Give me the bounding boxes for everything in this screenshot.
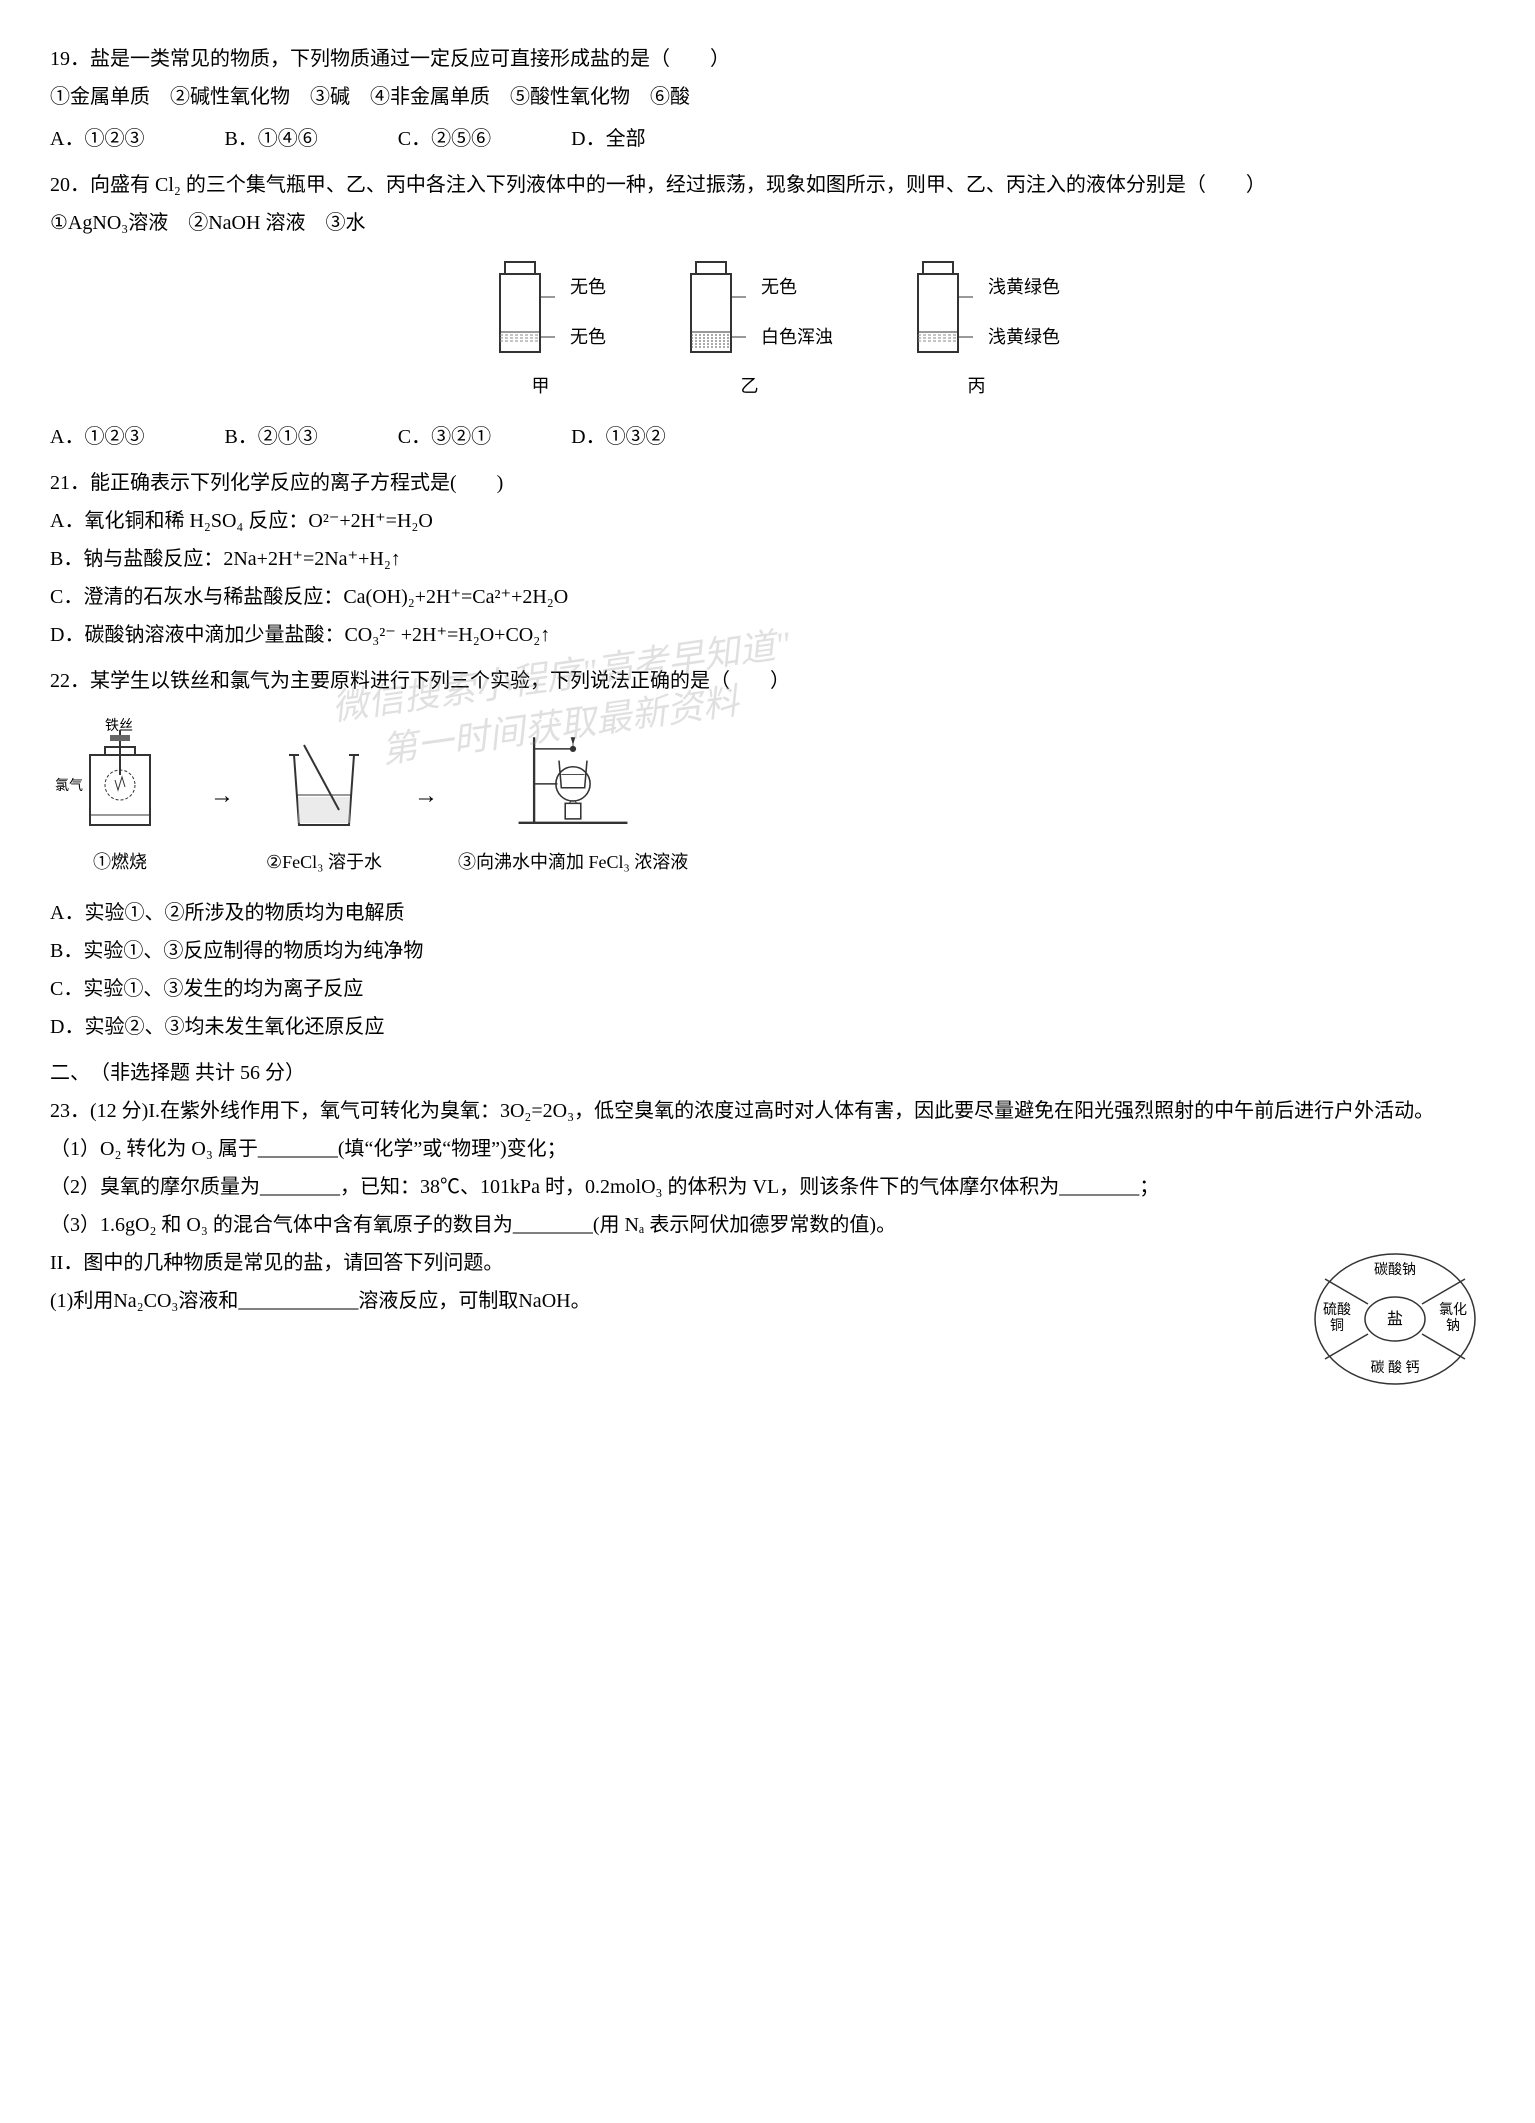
q22-optC: C．实验①、③发生的均为离子反应 bbox=[50, 970, 1485, 1008]
exp1-icon: 铁丝 氯气 bbox=[50, 715, 190, 845]
salt-top: 碳酸钠 bbox=[1374, 1262, 1416, 1278]
bottle-yi-name: 乙 bbox=[741, 369, 759, 403]
svg-text:钠: 钠 bbox=[1446, 1318, 1460, 1334]
q22-optD: D．实验②、③均未发生氧化还原反应 bbox=[50, 1008, 1485, 1046]
bottle-yi-top: 无色 bbox=[761, 270, 833, 304]
q20-items: ①AgNO₃溶液 ②NaOH 溶液 ③水 bbox=[50, 204, 1485, 242]
bottle-yi-bottom: 白色浑浊 bbox=[761, 320, 833, 354]
bottle-bing-top: 浅黄绿色 bbox=[988, 270, 1060, 304]
question-20: 20．向盛有 Cl₂ 的三个集气瓶甲、乙、丙中各注入下列液体中的一种，经过振荡，… bbox=[50, 166, 1485, 456]
section-2-header: 二、 （非选择题 共计 56 分） bbox=[50, 1054, 1485, 1092]
bottle-yi-icon bbox=[666, 257, 756, 367]
bottle-yi: 无色 白色浑浊 乙 bbox=[666, 257, 833, 403]
question-21: 21．能正确表示下列化学反应的离子方程式是( ) A．氧化铜和稀 H₂SO₄ 反… bbox=[50, 464, 1485, 654]
q19-options: A．①②③ B．①④⑥ C．②⑤⑥ D．全部 bbox=[50, 120, 1485, 158]
q19-optD: D．全部 bbox=[571, 120, 645, 158]
exp-3: ③向沸水中滴加 FeCl₃ 浓溶液 bbox=[458, 715, 688, 879]
bottles-diagram: 无色 无色 甲 无色 白色浑浊 bbox=[50, 257, 1485, 403]
salt-right: 氯化 bbox=[1439, 1302, 1467, 1318]
q19-optC: C．②⑤⑥ bbox=[398, 120, 491, 158]
q23-part2-q1: (1)利用Na₂CO₃溶液和____________溶液反应，可制取NaOH。 bbox=[50, 1282, 1485, 1320]
experiment-diagram: 铁丝 氯气 ①燃烧 → ②FeCl₃ 溶于水 bbox=[50, 715, 1485, 879]
q20-optD: D．①③② bbox=[571, 418, 665, 456]
bottle-bing-name: 丙 bbox=[968, 369, 986, 403]
bottle-jia-bottom: 无色 bbox=[570, 320, 606, 354]
q23-part1: （1）O₂ 转化为 O₃ 属于________(填“化学”或“物理”)变化； bbox=[50, 1130, 1485, 1168]
q21-optD: D．碳酸钠溶液中滴加少量盐酸：CO₃²⁻ +2H⁺=H₂O+CO₂↑ bbox=[50, 616, 1485, 654]
q19-optB: B．①④⑥ bbox=[224, 120, 317, 158]
exp2-icon bbox=[254, 715, 394, 845]
question-19: 19．盐是一类常见的物质，下列物质通过一定反应可直接形成盐的是（ ） ①金属单质… bbox=[50, 40, 1485, 158]
q21-optA: A．氧化铜和稀 H₂SO₄ 反应：O²⁻+2H⁺=H₂O bbox=[50, 502, 1485, 540]
exp2-caption: ②FeCl₃ 溶于水 bbox=[266, 845, 382, 879]
chlorine-label: 氯气 bbox=[55, 778, 83, 794]
exp-1: 铁丝 氯气 ①燃烧 bbox=[50, 715, 190, 879]
q20-optC: C．③②① bbox=[398, 418, 491, 456]
arrow-1: → bbox=[210, 774, 234, 820]
question-23: 23．(12 分)I.在紫外线作用下，氧气可转化为臭氧：3O₂=2O₃，低空臭氧… bbox=[50, 1092, 1485, 1394]
bottle-jia: 无色 无色 甲 bbox=[475, 257, 606, 403]
q19-items: ①金属单质 ②碱性氧化物 ③碱 ④非金属单质 ⑤酸性氧化物 ⑥酸 bbox=[50, 78, 1485, 116]
bottle-jia-name: 甲 bbox=[532, 369, 550, 403]
q19-optA: A．①②③ bbox=[50, 120, 144, 158]
bottle-bing: 浅黄绿色 浅黄绿色 丙 bbox=[893, 257, 1060, 403]
exp3-icon bbox=[503, 715, 643, 845]
exp3-caption: ③向沸水中滴加 FeCl₃ 浓溶液 bbox=[458, 845, 688, 879]
q22-optB: B．实验①、③反应制得的物质均为纯净物 bbox=[50, 932, 1485, 970]
q20-optB: B．②①③ bbox=[224, 418, 317, 456]
arrow-2: → bbox=[414, 774, 438, 820]
q23-part3: （3）1.6gO₂ 和 O₃ 的混合气体中含有氧原子的数目为________(用… bbox=[50, 1206, 1485, 1244]
exp-2: ②FeCl₃ 溶于水 bbox=[254, 715, 394, 879]
q23-part2: （2）臭氧的摩尔质量为________，已知：38℃、101kPa 时，0.2m… bbox=[50, 1168, 1485, 1206]
exp1-caption: ①燃烧 bbox=[93, 845, 147, 879]
svg-text:铜: 铜 bbox=[1330, 1318, 1344, 1334]
salt-left: 硫酸 bbox=[1323, 1302, 1351, 1318]
bottle-bing-bottom: 浅黄绿色 bbox=[988, 320, 1060, 354]
q20-optA: A．①②③ bbox=[50, 418, 144, 456]
question-22: 22．某学生以铁丝和氯气为主要原料进行下列三个实验，下列说法正确的是（ ） 微信… bbox=[50, 662, 1485, 1046]
q21-stem: 21．能正确表示下列化学反应的离子方程式是( ) bbox=[50, 464, 1485, 502]
salt-center: 盐 bbox=[1387, 1310, 1403, 1328]
q21-optC: C．澄清的石灰水与稀盐酸反应：Ca(OH)₂+2H⁺=Ca²⁺+2H₂O bbox=[50, 578, 1485, 616]
bottle-bing-icon bbox=[893, 257, 983, 367]
bottle-jia-top: 无色 bbox=[570, 270, 606, 304]
q23-stem: 23．(12 分)I.在紫外线作用下，氧气可转化为臭氧：3O₂=2O₃，低空臭氧… bbox=[50, 1092, 1485, 1130]
q22-optA: A．实验①、②所涉及的物质均为电解质 bbox=[50, 894, 1485, 932]
q23-part2-stem: II．图中的几种物质是常见的盐，请回答下列问题。 bbox=[50, 1244, 1485, 1282]
salt-diagram-icon: 盐 碳酸钠 氯化 钠 碳 酸 钙 硫酸 铜 bbox=[1305, 1244, 1485, 1394]
bottle-jia-icon bbox=[475, 257, 565, 367]
q20-options: A．①②③ B．②①③ C．③②① D．①③② bbox=[50, 418, 1485, 456]
q22-stem: 22．某学生以铁丝和氯气为主要原料进行下列三个实验，下列说法正确的是（ ） bbox=[50, 662, 1485, 700]
salt-bottom: 碳 酸 钙 bbox=[1371, 1360, 1420, 1376]
q20-stem: 20．向盛有 Cl₂ 的三个集气瓶甲、乙、丙中各注入下列液体中的一种，经过振荡，… bbox=[50, 166, 1485, 204]
q21-optB: B．钠与盐酸反应：2Na+2H⁺=2Na⁺+H₂↑ bbox=[50, 540, 1485, 578]
q19-stem: 19．盐是一类常见的物质，下列物质通过一定反应可直接形成盐的是（ ） bbox=[50, 40, 1485, 78]
